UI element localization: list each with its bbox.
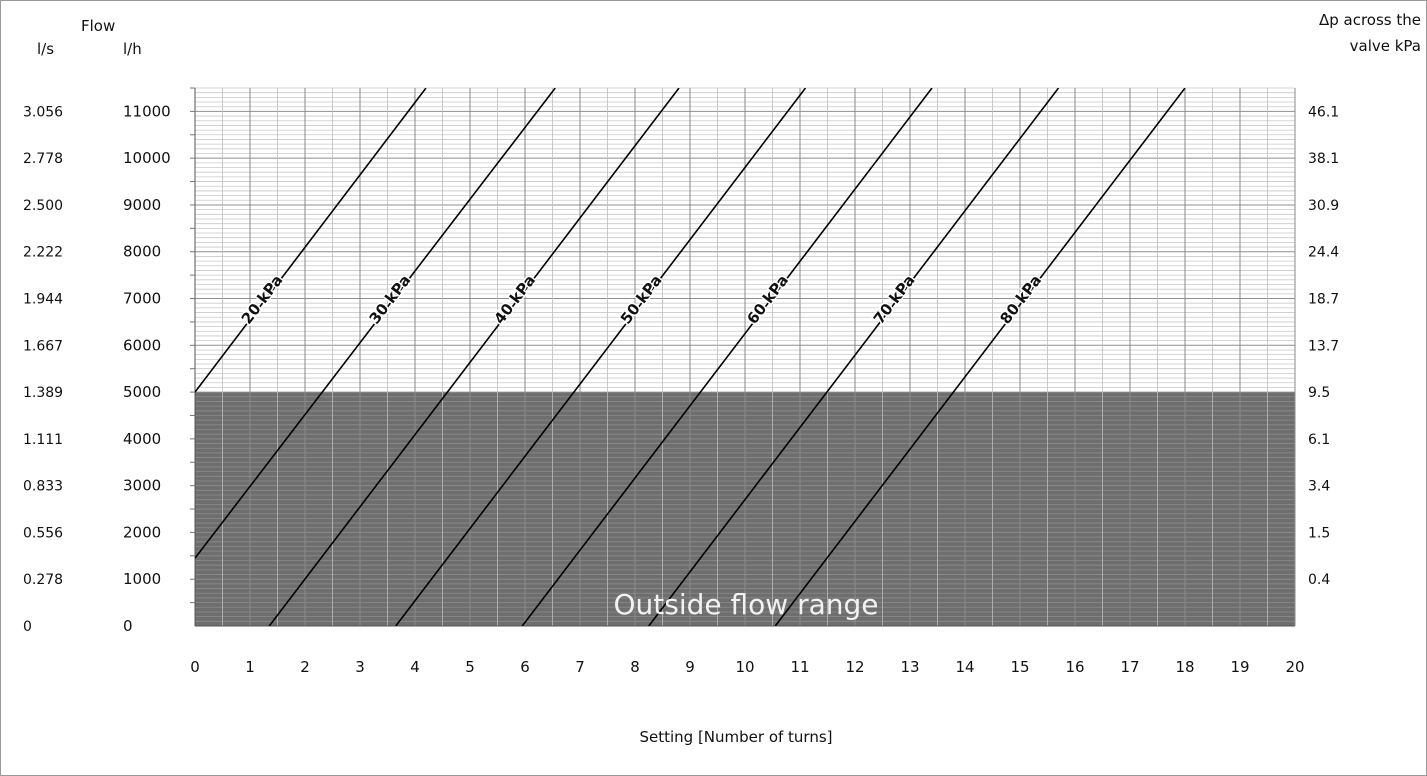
y-tick-ls: 2.778: [23, 151, 63, 167]
y-tick-lh: 5000: [123, 383, 161, 401]
curve-4: [395, 88, 807, 626]
y-tick-lh: 1000: [123, 570, 161, 588]
y-tick-lh: 0: [123, 617, 133, 635]
y-tick-lh: 2000: [123, 523, 161, 541]
y-tick-lh: 3000: [123, 477, 161, 495]
x-tick-label: 14: [955, 658, 974, 676]
x-tick-label: 2: [300, 658, 310, 676]
y-tick-lh: 7000: [123, 290, 161, 308]
y-tick-kpa: 0.4: [1308, 572, 1330, 588]
y-tick-kpa: 46.1: [1308, 104, 1339, 120]
y-tick-kpa: 6.1: [1308, 432, 1330, 448]
curve-5: [521, 88, 933, 626]
x-tick-label: 13: [900, 658, 919, 676]
x-axis-title: Setting [Number of turns]: [639, 728, 832, 746]
x-tick-label: 9: [685, 658, 695, 676]
x-tick-label: 7: [575, 658, 585, 676]
y-tick-kpa: 1.5: [1308, 525, 1330, 541]
y-tick-ls: 1.667: [23, 338, 63, 354]
x-tick-label: 12: [845, 658, 864, 676]
y-tick-kpa: 13.7: [1308, 338, 1339, 354]
flow-header: Flow: [81, 17, 115, 35]
x-tick-label: 0: [190, 658, 200, 676]
y-tick-ls: 1.944: [23, 292, 63, 308]
curve-6: [648, 88, 1060, 626]
y-tick-ls: 0.556: [23, 525, 63, 541]
y-tick-ls: 1.111: [23, 432, 63, 448]
y-tick-kpa: 24.4: [1308, 245, 1339, 261]
y-tick-kpa: 30.9: [1308, 198, 1339, 214]
x-tick-label: 16: [1065, 658, 1084, 676]
dp-header-line1: Δp across the: [1319, 11, 1421, 29]
y-tick-ls: 2.222: [23, 245, 63, 261]
y-tick-kpa: 18.7: [1308, 292, 1339, 308]
y-tick-lh: 11000: [123, 102, 171, 120]
x-tick-label: 6: [520, 658, 530, 676]
y-tick-lh: 8000: [123, 243, 161, 261]
x-tick-label: 17: [1120, 658, 1139, 676]
y-tick-ls: 0.833: [23, 479, 63, 495]
x-tick-label: 15: [1010, 658, 1029, 676]
y-tick-kpa: 9.5: [1308, 385, 1330, 401]
curve-2: [195, 88, 556, 559]
curve-3: [268, 88, 680, 626]
y-tick-ls: 0.278: [23, 572, 63, 588]
y-tick-lh: 4000: [123, 430, 161, 448]
y-tick-ls: 0: [23, 619, 32, 635]
dp-header-line2: valve kPa: [1350, 37, 1421, 55]
x-tick-label: 18: [1175, 658, 1194, 676]
x-tick-label: 20: [1285, 658, 1304, 676]
x-tick-label: 1: [245, 658, 255, 676]
lh-header: l/h: [123, 40, 142, 58]
curve-1: [195, 88, 427, 393]
outside-flow-range-label: Outside flow range: [613, 588, 878, 621]
x-tick-label: 8: [630, 658, 640, 676]
x-tick-label: 3: [355, 658, 365, 676]
x-tick-label: 5: [465, 658, 475, 676]
x-tick-label: 4: [410, 658, 420, 676]
curve-7: [774, 88, 1186, 626]
y-tick-lh: 10000: [123, 149, 171, 167]
x-tick-label: 11: [790, 658, 809, 676]
y-tick-lh: 6000: [123, 336, 161, 354]
x-tick-label: 10: [735, 658, 754, 676]
y-tick-kpa: 3.4: [1308, 479, 1330, 495]
x-tick-label: 19: [1230, 658, 1249, 676]
y-tick-ls: 3.056: [23, 104, 63, 120]
y-tick-ls: 2.500: [23, 198, 63, 214]
ls-header: l/s: [37, 40, 54, 58]
y-tick-lh: 9000: [123, 196, 161, 214]
y-tick-kpa: 38.1: [1308, 151, 1339, 167]
y-tick-ls: 1.389: [23, 385, 63, 401]
